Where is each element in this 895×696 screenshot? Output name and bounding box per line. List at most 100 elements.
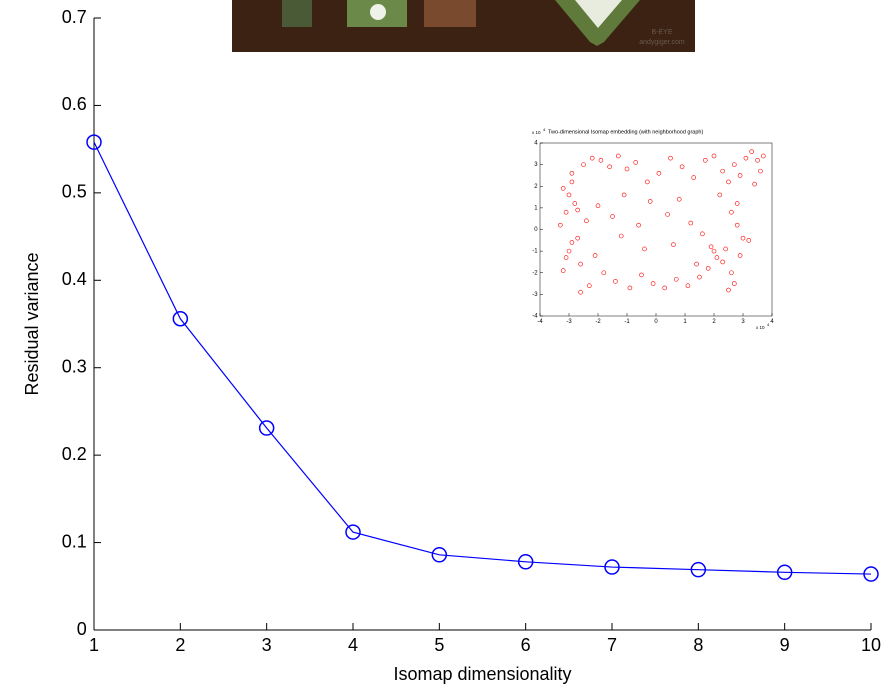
marker [431, 547, 448, 563]
scatter-point [717, 192, 723, 198]
y-scale-exponent: 4 [543, 127, 546, 132]
scatter-point [688, 220, 694, 226]
chart-title: Two-dimensional Isomap embedding (with n… [548, 129, 703, 135]
x-tick-label: -4 [537, 319, 543, 325]
scatter-point [737, 253, 743, 258]
x-tick-label: -1 [624, 319, 630, 325]
scatter-point [679, 164, 685, 170]
scatter-point [740, 235, 746, 241]
scatter-point [613, 279, 618, 284]
scatter-point [627, 285, 633, 291]
y-scale-label: x 10 [532, 130, 541, 135]
scatter-point [743, 155, 749, 161]
y-tick-label: 0 [77, 619, 87, 639]
scatter-point [584, 218, 589, 224]
scatter-point [639, 272, 644, 278]
scatter-point [673, 276, 679, 282]
y-tick-label: 2 [534, 184, 538, 190]
marker [258, 420, 275, 436]
scatter-point [578, 289, 583, 295]
x-tick-label: 2 [712, 319, 716, 325]
x-tick-label: 4 [348, 635, 358, 655]
y-tick-label: 3 [534, 162, 538, 168]
banner-site: andygiger.com [639, 39, 685, 46]
scatter-point [569, 179, 575, 185]
scatter-point [749, 149, 755, 154]
scatter-point [618, 233, 624, 239]
x-tick-label: 1 [683, 319, 687, 325]
x-axis-label: Isomap dimensionality [393, 664, 571, 684]
scatter-point [729, 270, 734, 276]
scatter-point [566, 192, 572, 198]
scatter-point [720, 259, 726, 265]
scatter-point [569, 170, 575, 176]
scatter-point [758, 168, 763, 174]
scatter-point [720, 168, 726, 174]
scatter-point [752, 181, 757, 187]
y-tick-label: -1 [532, 249, 538, 255]
x-scale-exponent: 4 [767, 322, 770, 327]
x-tick-label: 9 [780, 635, 790, 655]
scatter-point [560, 268, 566, 273]
x-tick-label: 4 [770, 319, 774, 325]
x-tick-label: 3 [262, 635, 272, 655]
x-scale-label: x 10 [756, 325, 765, 330]
marker [690, 561, 707, 578]
y-tick-label: 0.4 [62, 269, 87, 289]
scatter-point [760, 153, 766, 159]
marker [863, 566, 879, 582]
marker [517, 554, 534, 570]
x-tick-label: 1 [89, 635, 99, 655]
scatter-point [700, 231, 705, 237]
scatter-point [665, 212, 670, 217]
scatter-point [734, 222, 740, 228]
scatter-point [711, 248, 717, 254]
scatter-point [734, 201, 740, 206]
scatter-point [624, 166, 630, 172]
y-tick-label: 4 [534, 141, 538, 147]
x-tick-label: 5 [434, 635, 444, 655]
scatter-point [572, 201, 578, 206]
x-tick-label: 8 [693, 635, 703, 655]
y-tick-label: 0.3 [62, 356, 87, 376]
scatter-point [726, 179, 731, 185]
marker [345, 524, 361, 540]
scatter-point [729, 209, 734, 215]
marker [776, 564, 793, 581]
scatter-point [581, 162, 586, 167]
y-tick-label: 0.2 [62, 444, 87, 464]
scatter-point [647, 199, 653, 204]
scatter-point [615, 153, 621, 159]
scatter-point [714, 255, 720, 260]
thumbnail [282, 0, 312, 27]
series-line [93, 141, 872, 575]
y-tick-label: 0.6 [62, 94, 87, 114]
scatter-point [702, 158, 708, 163]
scatter-point [595, 203, 601, 209]
scatter-point [737, 173, 743, 178]
scatter-point [746, 238, 752, 243]
scatter-point [676, 196, 682, 202]
y-tick-label: 0.1 [62, 531, 87, 551]
scatter-point [566, 248, 572, 254]
scatter-point [671, 242, 676, 247]
y-tick-label: -4 [532, 314, 538, 320]
scatter-point [697, 274, 702, 280]
x-tick-label: 3 [741, 319, 745, 325]
scatter-point [636, 222, 641, 228]
scatter-point [668, 155, 673, 161]
marker [604, 559, 620, 575]
x-tick-label: 2 [175, 635, 185, 655]
scatter-point [557, 222, 563, 228]
scatter-point [621, 192, 627, 198]
banner: B-EYE andygiger.com [232, 0, 695, 52]
scatter-point [694, 261, 699, 267]
scatter-point [601, 270, 607, 276]
y-tick-label: 0 [534, 227, 538, 233]
marker [172, 311, 189, 327]
x-tick-label: 0 [654, 319, 658, 325]
scatter-point [691, 175, 697, 180]
scatter-point [685, 283, 691, 289]
scatter-point [662, 285, 668, 291]
x-tick-label: -3 [566, 319, 572, 325]
